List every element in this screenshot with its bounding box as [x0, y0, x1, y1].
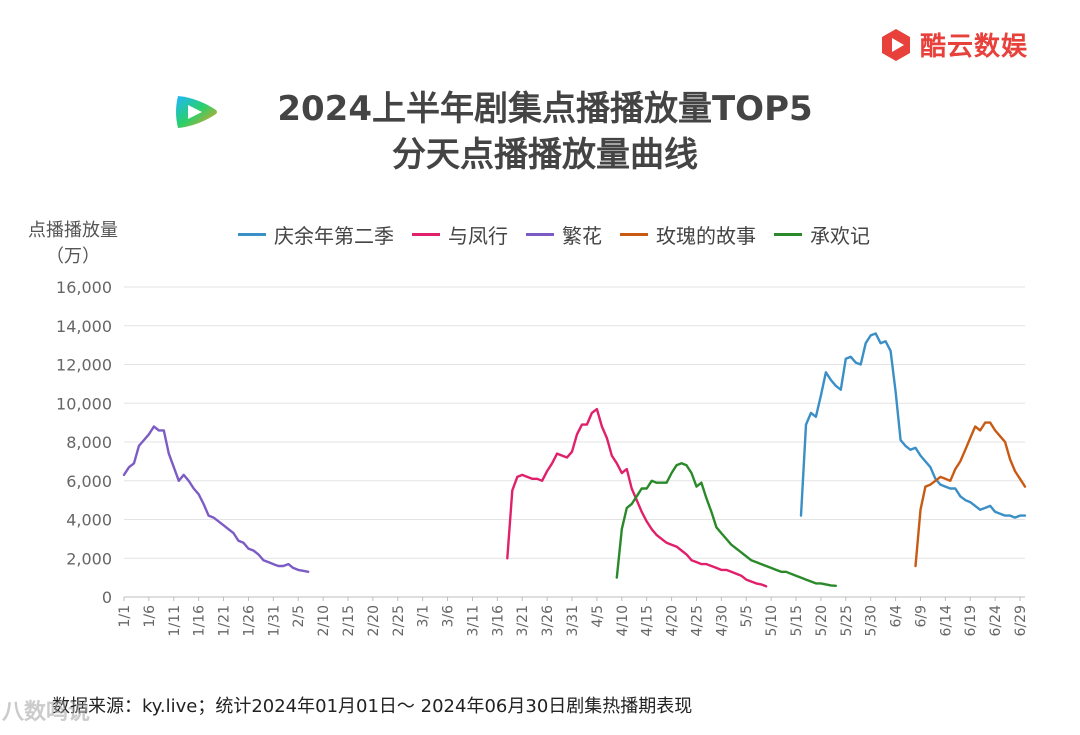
x-tick-label: 5/20 — [814, 605, 830, 636]
legend-label: 玫瑰的故事 — [656, 224, 756, 248]
x-tick-label: 4/20 — [665, 605, 681, 636]
x-tick-label: 3/31 — [565, 605, 581, 636]
y-tick-label: 4,000 — [66, 511, 112, 530]
x-tick-label: 6/29 — [1013, 605, 1029, 636]
series-line-2 — [122, 425, 310, 573]
x-tick-label: 5/10 — [764, 605, 780, 636]
series-line-3 — [914, 421, 1027, 568]
legend-item: 玫瑰的故事 — [620, 220, 756, 249]
legend-item: 繁花 — [526, 220, 602, 249]
x-tick-label: 2/15 — [341, 605, 357, 636]
brand-name: 酷云数娱 — [920, 32, 1029, 62]
x-tick-label: 4/5 — [590, 605, 606, 628]
y-tick-label: 2,000 — [66, 549, 112, 568]
x-tick-label: 3/11 — [465, 605, 481, 636]
x-tick-label: 2/20 — [366, 605, 382, 636]
legend-item: 承欢记 — [774, 220, 870, 249]
legend-swatch — [412, 233, 440, 236]
x-tick-label: 1/31 — [266, 605, 282, 636]
chart-title: 2024上半年剧集点播播放量TOP5 分天点播播放量曲线 — [230, 86, 860, 178]
x-tick-label: 5/5 — [739, 605, 755, 628]
series-line-0 — [799, 332, 1027, 519]
y-tick-label: 12,000 — [56, 356, 112, 375]
x-tick-label: 4/15 — [640, 605, 656, 636]
x-tick-label: 2/5 — [291, 605, 307, 628]
source-note: 数据来源：ky.live；统计2024年01月01日～ 2024年06月30日剧… — [52, 696, 693, 717]
x-tick-label: 3/1 — [416, 605, 432, 628]
legend-label: 繁花 — [562, 224, 602, 248]
x-tick-label: 1/1 — [117, 605, 133, 628]
legend-item: 庆余年第二季 — [238, 220, 394, 249]
x-tick-label: 4/25 — [689, 605, 705, 636]
series-line-1 — [506, 407, 768, 588]
x-tick-label: 6/24 — [988, 605, 1004, 637]
legend-swatch — [774, 233, 802, 236]
y-tick-label: 16,000 — [56, 278, 112, 297]
x-tick-label: 4/10 — [615, 605, 631, 636]
y-tick-label: 0 — [102, 588, 112, 607]
x-tick-label: 2/25 — [391, 605, 407, 636]
play-icon — [882, 28, 910, 61]
y-axis-label: 点播播放量 （万） — [28, 218, 118, 270]
x-tick-label: 5/30 — [864, 605, 880, 636]
y-tick-label: 14,000 — [56, 317, 112, 336]
title-line-1: 2024上半年剧集点播播放量TOP5 — [277, 89, 813, 129]
legend-swatch — [526, 233, 554, 236]
legend-item: 与凤行 — [412, 220, 508, 249]
title-line-2: 分天点播播放量曲线 — [392, 135, 698, 175]
x-tick-label: 2/10 — [316, 605, 332, 636]
x-tick-label: 3/16 — [490, 605, 506, 637]
x-tick-label: 1/21 — [217, 605, 233, 636]
x-tick-label: 1/26 — [241, 605, 257, 637]
x-tick-label: 5/25 — [839, 605, 855, 636]
x-tick-label: 3/26 — [540, 605, 556, 637]
x-tick-label: 4/30 — [714, 605, 730, 636]
legend: 庆余年第二季 与凤行 繁花 玫瑰的故事 承欢记 — [238, 220, 870, 249]
y-axis-label-line-1: 点播播放量 — [28, 220, 118, 241]
x-tick-label: 6/19 — [963, 605, 979, 636]
y-tick-label: 8,000 — [66, 433, 112, 452]
x-tick-label: 1/11 — [167, 605, 183, 636]
legend-swatch — [620, 233, 648, 236]
x-tick-label: 1/16 — [192, 605, 208, 637]
series-line-4 — [615, 462, 837, 587]
x-tick-label: 3/21 — [515, 605, 531, 636]
x-tick-label: 6/4 — [889, 605, 905, 628]
y-axis-label-line-2: （万） — [46, 246, 100, 267]
x-tick-label: 5/15 — [789, 605, 805, 636]
y-tick-label: 10,000 — [56, 394, 112, 413]
legend-label: 庆余年第二季 — [274, 224, 394, 248]
brand-logo-group: 酷云数娱 — [878, 26, 1028, 63]
x-tick-label: 6/14 — [938, 605, 954, 637]
x-tick-label: 6/9 — [913, 605, 929, 628]
legend-label: 与凤行 — [448, 224, 508, 248]
y-tick-label: 6,000 — [66, 472, 112, 491]
x-tick-label: 3/6 — [441, 605, 457, 628]
x-tick-label: 1/6 — [142, 605, 158, 628]
legend-label: 承欢记 — [810, 224, 870, 248]
video-app-icon — [176, 96, 217, 128]
legend-swatch — [238, 233, 266, 236]
watermark: 八数鸣说 — [2, 700, 91, 725]
